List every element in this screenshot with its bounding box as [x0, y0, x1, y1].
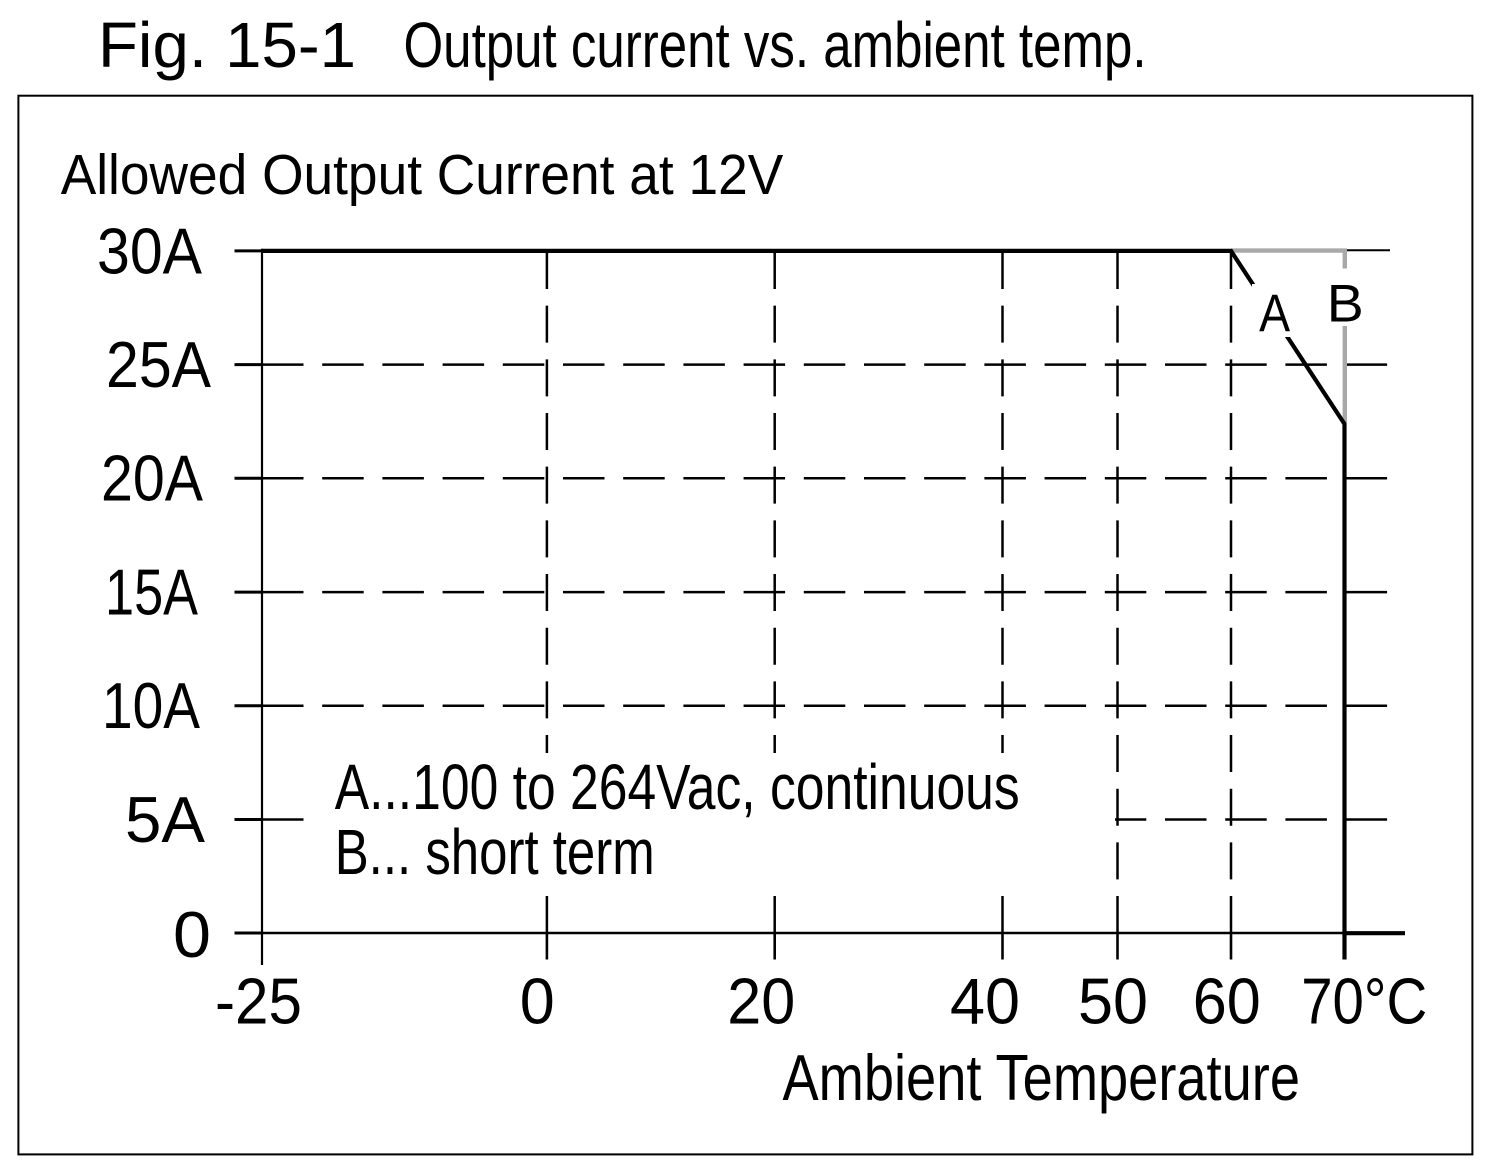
svg-text:Allowed Output Current at 12V: Allowed Output Current at 12V: [61, 143, 784, 207]
svg-text:40: 40: [950, 965, 1020, 1038]
svg-text:B... short term: B... short term: [335, 816, 655, 888]
svg-text:30A: 30A: [97, 214, 203, 287]
svg-text:15A: 15A: [105, 556, 199, 629]
svg-text:25A: 25A: [106, 328, 212, 401]
svg-text:-25: -25: [215, 965, 302, 1038]
svg-text:B: B: [1327, 274, 1364, 333]
svg-text:50: 50: [1078, 965, 1148, 1038]
svg-text:Ambient Temperature: Ambient Temperature: [783, 1041, 1301, 1114]
svg-text:Output current vs. ambient tem: Output current vs. ambient temp.: [404, 9, 1147, 81]
svg-text:70°C: 70°C: [1301, 965, 1427, 1038]
svg-text:0: 0: [173, 898, 211, 971]
svg-text:60: 60: [1193, 965, 1261, 1038]
svg-text:5A: 5A: [125, 783, 206, 856]
svg-text:10A: 10A: [102, 669, 201, 742]
svg-text:A...100 to 264Vac, continuous: A...100 to 264Vac, continuous: [335, 751, 1020, 823]
svg-text:20A: 20A: [101, 442, 204, 515]
svg-text:A: A: [1259, 284, 1291, 343]
svg-text:20: 20: [727, 965, 795, 1038]
svg-text:0: 0: [520, 965, 555, 1038]
svg-text:Fig. 15-1: Fig. 15-1: [98, 9, 356, 81]
